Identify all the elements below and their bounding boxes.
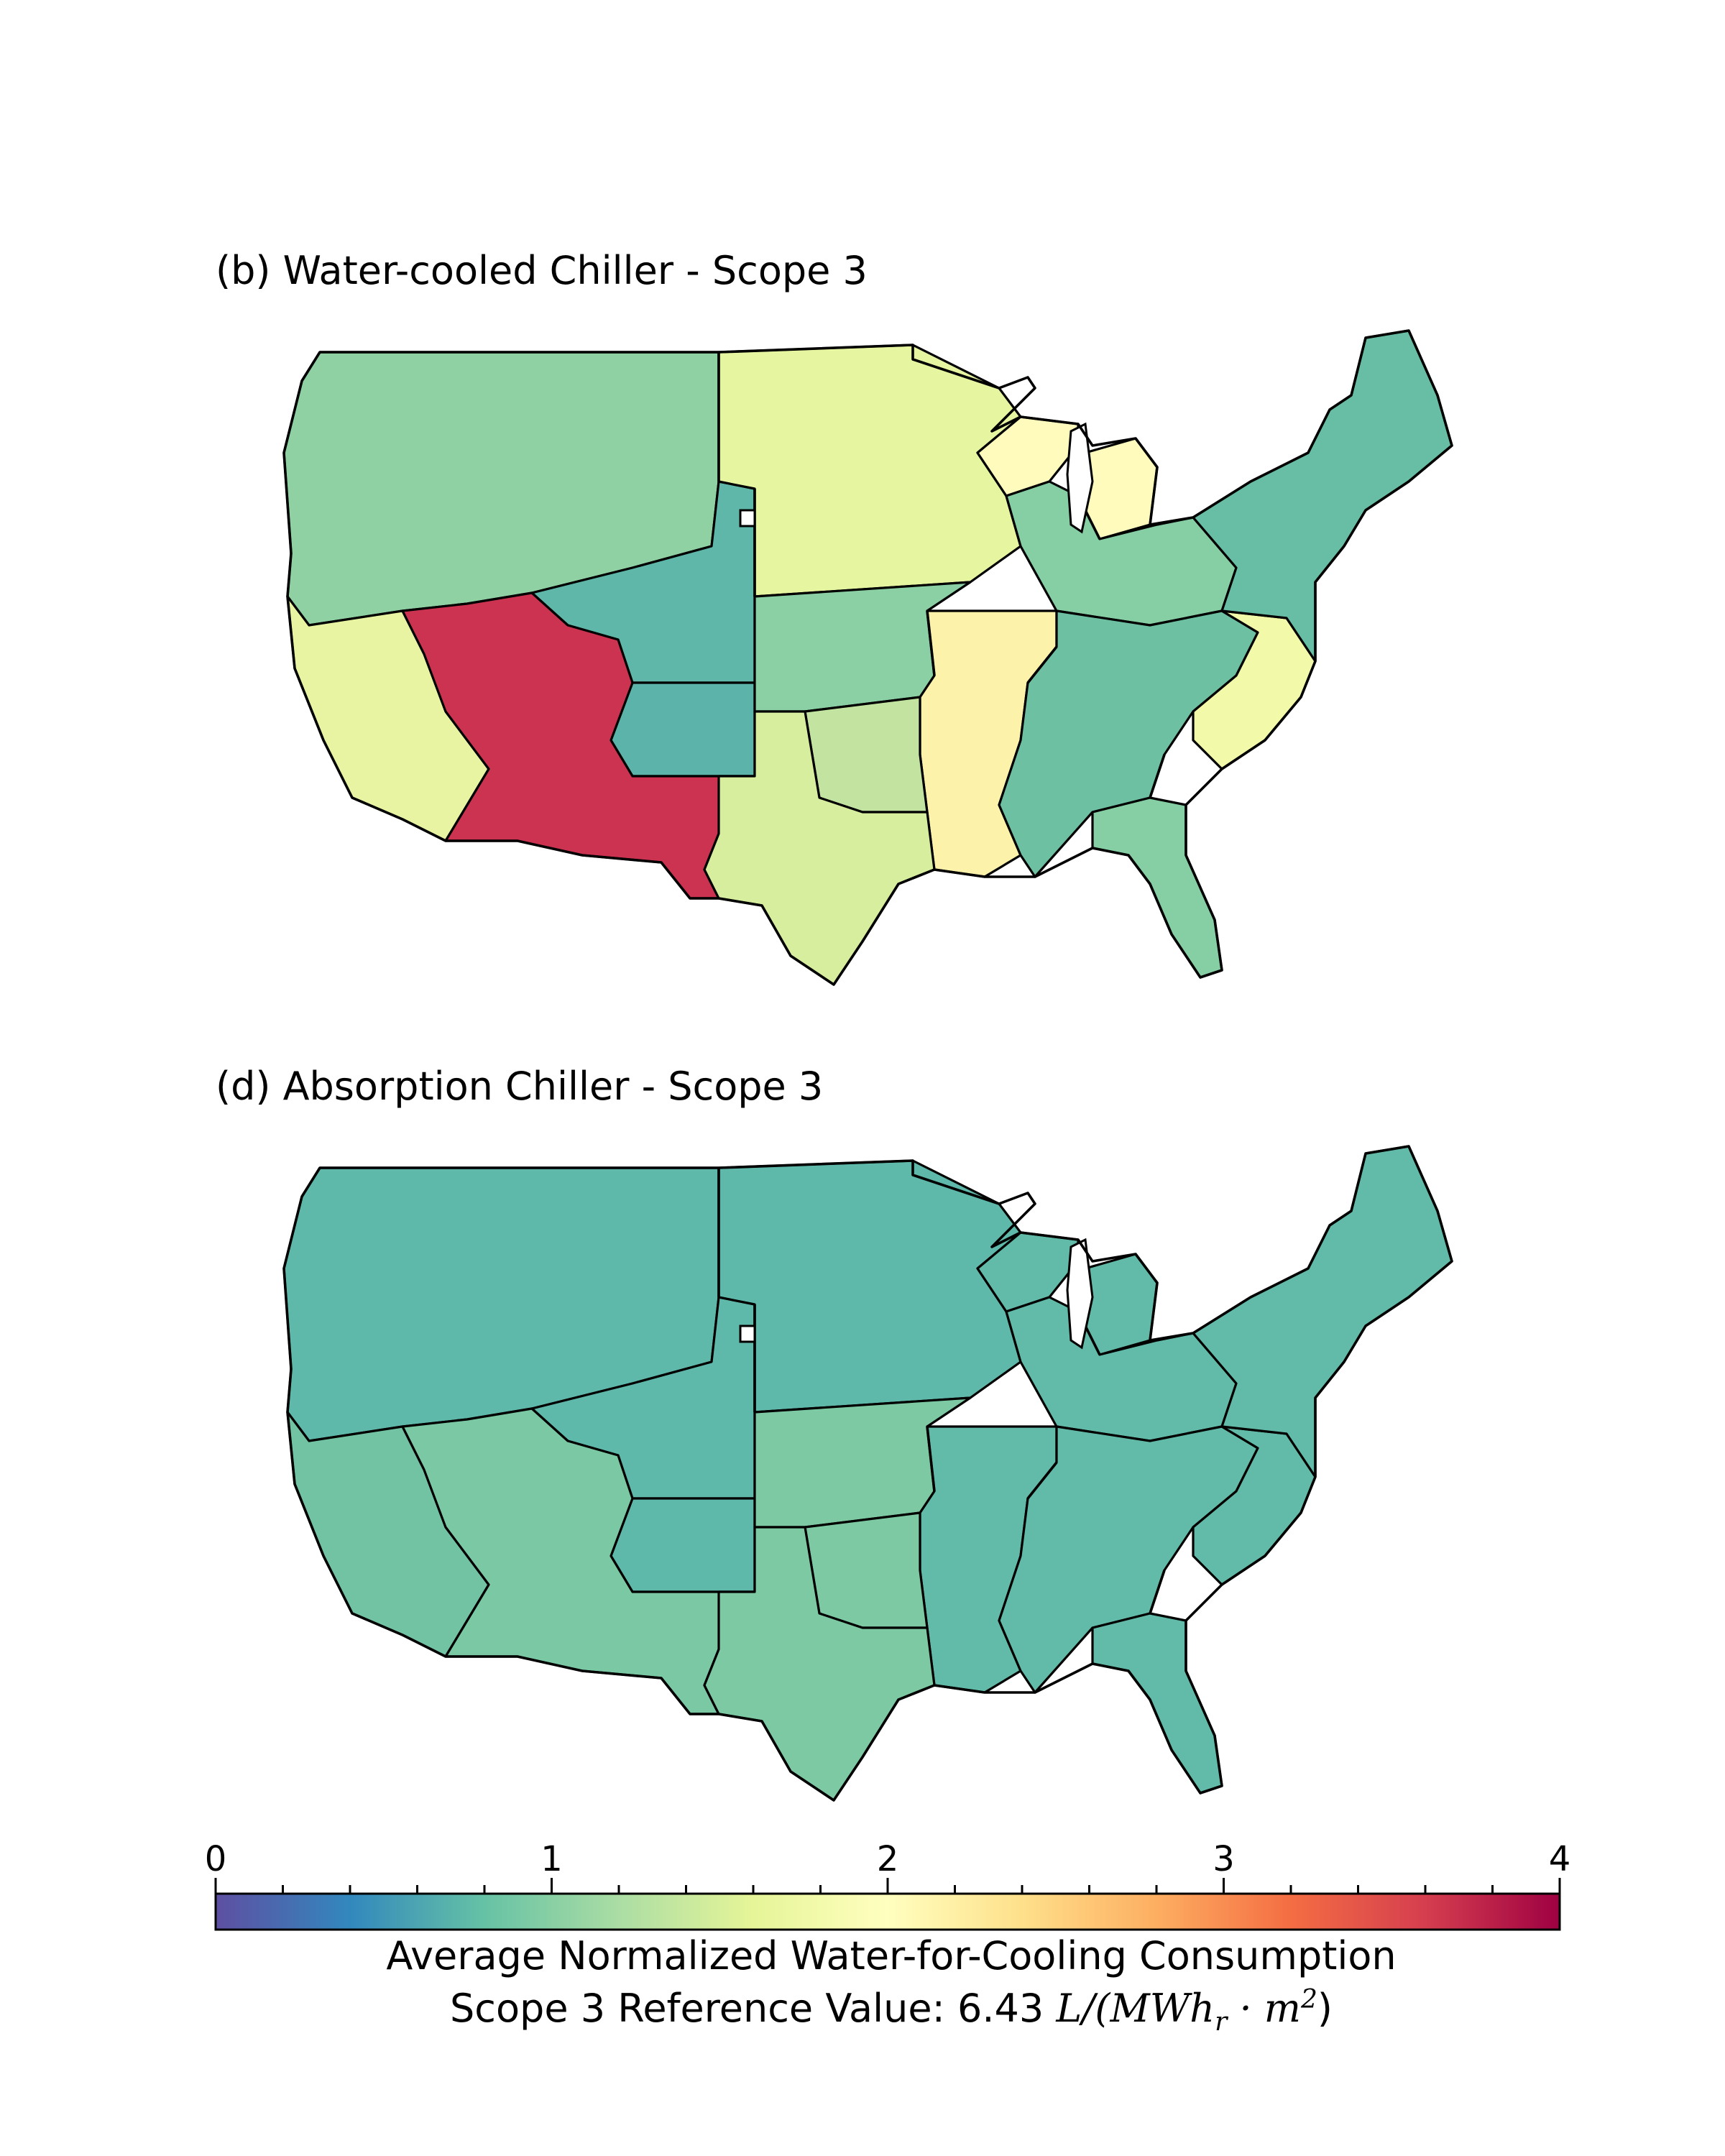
panel-b-regions bbox=[282, 329, 1453, 986]
panel-b-no-data-cell bbox=[739, 509, 756, 528]
reference-unit-superscript: 2 bbox=[1300, 1985, 1317, 2014]
panel-d-lake-michigan bbox=[1066, 1238, 1094, 1350]
panel-d-border-line bbox=[1149, 1570, 1166, 1614]
colorbar-label: Average Normalized Water-for-Cooling Con… bbox=[386, 1933, 1397, 1978]
colorbar: 0 1 2 3 4 bbox=[205, 1839, 1571, 1931]
reference-unit: L/(MWh bbox=[1056, 1986, 1215, 2031]
panel-d-title: (d) Absorption Chiller - Scope 3 bbox=[216, 1064, 824, 1109]
colorbar-tick-label: 3 bbox=[1213, 1839, 1235, 1879]
panel-d-region-north-central bbox=[717, 1159, 1022, 1414]
panel-b-region-colorado bbox=[610, 681, 756, 778]
colorbar-tick-label: 0 bbox=[205, 1839, 227, 1879]
panel-b-border-line bbox=[1026, 645, 1058, 684]
panel-b-map bbox=[282, 329, 1453, 986]
panel-d-region-oklahoma bbox=[804, 1511, 929, 1629]
reference-unit-end: ) bbox=[1317, 1986, 1333, 2031]
panel-d-border-line bbox=[926, 1426, 936, 1492]
panel-d-region-colorado bbox=[610, 1497, 756, 1593]
reference-value-text: Scope 3 Reference Value: 6.43 bbox=[450, 1986, 1057, 2031]
colorbar-tick-label: 4 bbox=[1549, 1839, 1571, 1879]
panel-d-no-data-cell bbox=[739, 1325, 756, 1343]
panel-b-region-north-central bbox=[717, 344, 1022, 598]
colorbar-ticks: 0 1 2 3 4 bbox=[205, 1839, 1571, 1894]
panel-b-region-florida bbox=[1091, 796, 1223, 979]
panel-b-region-oklahoma bbox=[804, 696, 929, 814]
panel-d-region-northeast bbox=[1192, 1145, 1453, 1478]
panel-b-title: (b) Water-cooled Chiller - Scope 3 bbox=[216, 248, 868, 293]
panel-b-border-line bbox=[926, 610, 936, 676]
panel-d-conus-outline bbox=[282, 1145, 1453, 1802]
panel-b-region-northeast bbox=[1192, 329, 1453, 663]
panel-d-regions bbox=[282, 1145, 1453, 1802]
colorbar-tick-label: 1 bbox=[540, 1839, 563, 1879]
panel-b-conus-outline bbox=[282, 329, 1453, 986]
panel-b-lake-michigan bbox=[1066, 422, 1094, 534]
colorbar-gradient bbox=[214, 1892, 1561, 1931]
panel-d-border-line bbox=[1026, 1461, 1058, 1500]
panel-b-border-line bbox=[1149, 754, 1166, 798]
colorbar-reference-value: Scope 3 Reference Value: 6.43 L/(MWhr · … bbox=[0, 1985, 1725, 2037]
panel-d-region-florida bbox=[1091, 1612, 1223, 1795]
panel-d-map bbox=[282, 1145, 1453, 1802]
reference-unit-mid: · m bbox=[1227, 1986, 1301, 2031]
reference-unit-subscript: r bbox=[1215, 2007, 1228, 2037]
colorbar-tick-label: 2 bbox=[877, 1839, 899, 1879]
